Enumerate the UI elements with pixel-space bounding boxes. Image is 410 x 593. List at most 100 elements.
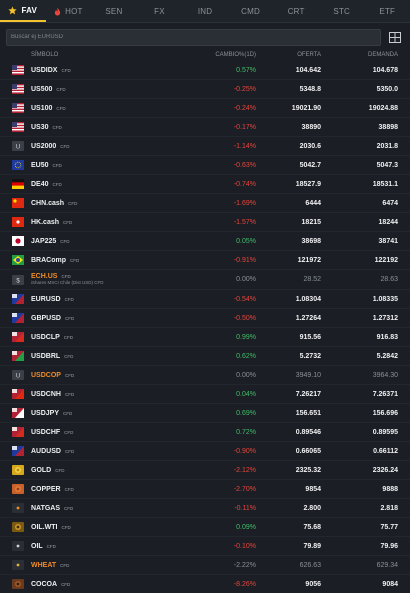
ask-price[interactable]: 1.27312 — [372, 314, 398, 322]
ask-price[interactable]: 916.83 — [376, 333, 398, 341]
ask-price[interactable]: 122192 — [374, 256, 398, 264]
bid-price[interactable]: 9056 — [305, 580, 321, 588]
ask-price[interactable]: 28.63 — [380, 276, 398, 283]
header-ask[interactable]: DEMANDA — [367, 52, 398, 58]
table-row[interactable]: EURUSD CFD -0.54% 1.08304 1.08335 — [0, 290, 410, 309]
tab-ind[interactable]: IND — [182, 0, 228, 22]
bid-price[interactable]: 2325.32 — [295, 466, 321, 474]
table-row[interactable]: BRAComp CFD -0.91% 121972 122192 — [0, 251, 410, 270]
ask-price[interactable]: 629.34 — [376, 561, 398, 569]
table-row[interactable]: USDBRL CFD 0.62% 5.2732 5.2842 — [0, 347, 410, 366]
ask-price[interactable]: 1.08335 — [372, 295, 398, 303]
ask-price[interactable]: 0.89595 — [372, 428, 398, 436]
table-row[interactable]: GBPUSD CFD -0.50% 1.27264 1.27312 — [0, 309, 410, 328]
bid-price[interactable]: 0.89546 — [295, 428, 321, 436]
bid-price[interactable]: 156.651 — [295, 409, 321, 417]
ask-price[interactable]: 0.66112 — [373, 447, 398, 455]
bid-price[interactable]: 75.68 — [303, 523, 321, 531]
ask-price[interactable]: 3964.30 — [372, 371, 398, 379]
table-row[interactable]: GOLD CFD -2.12% 2325.32 2326.24 — [0, 461, 410, 480]
table-row[interactable]: DE40 CFD -0.74% 18527.9 18531.1 — [0, 175, 410, 194]
bid-price[interactable]: 79.89 — [303, 542, 321, 550]
bid-price[interactable]: 18215 — [301, 218, 321, 226]
table-row[interactable]: EU50 CFD -0.63% 5042.7 5047.3 — [0, 156, 410, 175]
table-row[interactable]: USDCLP CFD 0.99% 915.56 916.83 — [0, 328, 410, 347]
bid-price[interactable]: 18527.9 — [295, 180, 321, 188]
table-row[interactable]: U US2000 CFD -1.14% 2030.6 2031.8 — [0, 137, 410, 156]
table-row[interactable]: US500 CFD -0.25% 5348.8 5350.0 — [0, 80, 410, 99]
header-symbol[interactable]: SÍMBOLO — [31, 52, 59, 58]
ask-price[interactable]: 156.696 — [372, 409, 398, 417]
header-change[interactable]: CAMBIO%(1D) — [215, 52, 256, 58]
table-row[interactable]: OIL CFD -0.10% 79.89 79.96 — [0, 537, 410, 556]
table-row[interactable]: HK.cash CFD -1.57% 18215 18244 — [0, 213, 410, 232]
table-row[interactable]: USDCHF CFD 0.72% 0.89546 0.89595 — [0, 423, 410, 442]
table-row[interactable]: OIL.WTI CFD 0.09% 75.68 75.77 — [0, 518, 410, 537]
ask-price[interactable]: 5047.3 — [376, 161, 398, 169]
tab-crt[interactable]: CRT — [273, 0, 319, 22]
tab-fx[interactable]: FX — [137, 0, 183, 22]
bid-price[interactable]: 5.2732 — [299, 352, 321, 360]
bid-price[interactable]: 5348.8 — [299, 85, 321, 93]
tab-sen[interactable]: SEN — [91, 0, 137, 22]
table-row[interactable]: US30 CFD -0.17% 38890 38898 — [0, 118, 410, 137]
ask-price[interactable]: 79.96 — [380, 542, 398, 550]
ask-price[interactable]: 38898 — [378, 123, 398, 131]
ask-price[interactable]: 9084 — [382, 580, 398, 588]
tab-stc[interactable]: STC — [319, 0, 365, 22]
ask-price[interactable]: 5.2842 — [376, 352, 398, 360]
table-row[interactable]: NATGAS CFD -0.11% 2.800 2.818 — [0, 499, 410, 518]
ask-price[interactable]: 6474 — [382, 199, 398, 207]
tab-cmd[interactable]: CMD — [228, 0, 274, 22]
tab-fav[interactable]: FAV — [0, 0, 46, 22]
bid-price[interactable]: 121972 — [297, 256, 321, 264]
bid-price[interactable]: 104.642 — [295, 66, 321, 74]
grid-view-button[interactable] — [386, 29, 404, 46]
bid-price[interactable]: 2030.6 — [299, 142, 321, 150]
bid-price[interactable]: 38698 — [301, 237, 321, 245]
bid-price[interactable]: 19021.90 — [291, 104, 321, 112]
table-row[interactable]: COCOA CFD -8.26% 9056 9084 — [0, 575, 410, 593]
ask-price[interactable]: 75.77 — [380, 523, 398, 531]
ask-price[interactable]: 2.818 — [380, 504, 398, 512]
bid-price[interactable]: 0.66065 — [295, 447, 321, 455]
bid-price[interactable]: 2.800 — [303, 504, 321, 512]
bid-price[interactable]: 3949.10 — [295, 371, 321, 379]
table-row[interactable]: US100 CFD -0.24% 19021.90 19024.88 — [0, 99, 410, 118]
table-row[interactable]: CHN.cash CFD -1.69% 6444 6474 — [0, 194, 410, 213]
ask-price[interactable]: 2031.8 — [376, 142, 398, 150]
search-input[interactable] — [6, 28, 381, 46]
ask-price[interactable]: 104.678 — [372, 66, 398, 74]
table-row[interactable]: U USDCOP CFD 0.00% 3949.10 3964.30 — [0, 366, 410, 385]
bid-price[interactable]: 6444 — [305, 199, 321, 207]
ask-price[interactable]: 19024.88 — [368, 104, 398, 112]
table-row[interactable]: USDCNH CFD 0.04% 7.26217 7.26371 — [0, 385, 410, 404]
bid-price[interactable]: 915.56 — [299, 333, 321, 341]
bid-price[interactable]: 7.26217 — [295, 390, 321, 398]
table-row[interactable]: COPPER CFD -2.70% 9854 9888 — [0, 480, 410, 499]
bid-price[interactable]: 9854 — [305, 485, 321, 493]
bid-price[interactable]: 1.08304 — [295, 295, 321, 303]
ask-price[interactable]: 7.26371 — [372, 390, 398, 398]
ask-price[interactable]: 2326.24 — [372, 466, 398, 474]
table-row[interactable]: JAP225 CFD 0.05% 38698 38741 — [0, 232, 410, 251]
ask-price[interactable]: 9888 — [382, 485, 398, 493]
bid-price[interactable]: 5042.7 — [299, 161, 321, 169]
table-row[interactable]: USDIDX CFD 0.57% 104.642 104.678 — [0, 61, 410, 80]
bid-price[interactable]: 28.52 — [303, 276, 321, 283]
table-row[interactable]: AUDUSD CFD -0.90% 0.66065 0.66112 — [0, 442, 410, 461]
header-bid[interactable]: OFERTA — [297, 52, 321, 58]
bid-price[interactable]: 1.27264 — [295, 314, 321, 322]
bid-price[interactable]: 38890 — [301, 123, 321, 131]
tab-etf[interactable]: ETF — [365, 0, 410, 22]
ask-price[interactable]: 38741 — [378, 237, 398, 245]
table-row[interactable]: $ ECH.US CFD iShares MSCI Chile (Dist USD… — [0, 270, 410, 290]
table-row[interactable]: USDJPY CFD 0.69% 156.651 156.696 — [0, 404, 410, 423]
bid-price[interactable]: 626.63 — [299, 561, 321, 569]
ask-price[interactable]: 5350.0 — [376, 85, 398, 93]
table-row[interactable]: WHEAT CFD -2.22% 626.63 629.34 — [0, 556, 410, 575]
ask-price[interactable]: 18531.1 — [372, 180, 398, 188]
ask-price[interactable]: 18244 — [378, 218, 398, 226]
change-cell: -2.70% — [233, 485, 256, 493]
tab-hot[interactable]: HOT — [46, 0, 92, 22]
